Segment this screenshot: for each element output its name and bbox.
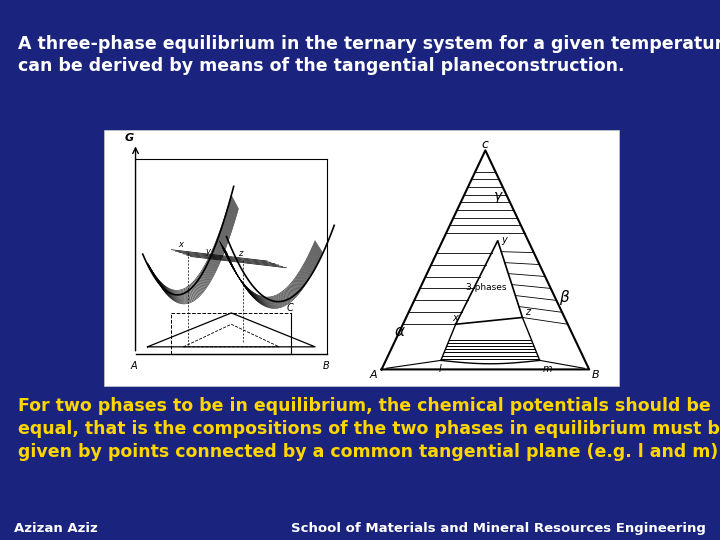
Text: m: m <box>542 363 552 374</box>
Text: $\alpha$: $\alpha$ <box>394 323 406 339</box>
Text: y: y <box>501 235 507 245</box>
Text: School of Materials and Mineral Resources Engineering: School of Materials and Mineral Resource… <box>291 522 706 535</box>
Text: z: z <box>238 249 243 259</box>
Text: G: G <box>125 133 134 143</box>
Bar <box>104 130 619 386</box>
Text: l: l <box>438 363 441 374</box>
Text: x: x <box>452 313 458 323</box>
Text: z: z <box>525 307 530 317</box>
Text: C: C <box>287 303 293 313</box>
Text: c: c <box>482 138 489 151</box>
Text: A: A <box>131 361 138 372</box>
Text: $\beta$: $\beta$ <box>559 288 571 307</box>
Text: 3 phases: 3 phases <box>466 284 506 292</box>
Text: Azizan Aziz: Azizan Aziz <box>14 522 98 535</box>
Text: y: y <box>205 247 210 256</box>
Text: A: A <box>369 370 377 381</box>
Text: B: B <box>323 361 329 372</box>
Text: A three-phase equilibrium in the ternary system for a given temperature
can be d: A three-phase equilibrium in the ternary… <box>18 35 720 75</box>
Text: B: B <box>592 370 599 381</box>
Text: For two phases to be in equilibrium, the chemical potentials should be
equal, th: For two phases to be in equilibrium, the… <box>18 397 720 461</box>
Text: x: x <box>179 240 184 249</box>
Text: $\gamma$: $\gamma$ <box>492 190 503 205</box>
